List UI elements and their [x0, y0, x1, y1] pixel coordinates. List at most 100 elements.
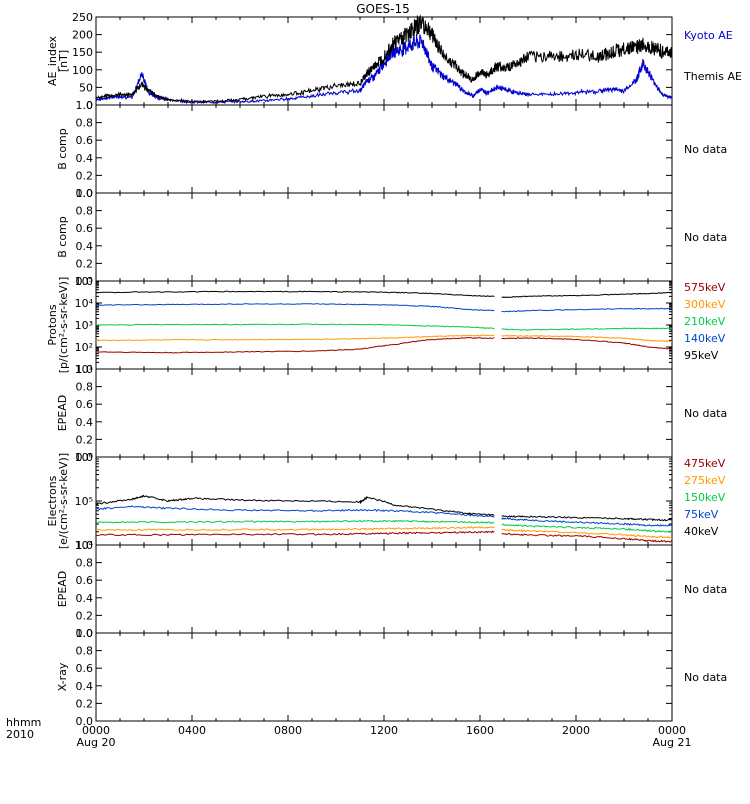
y-tick-label: 0.6: [76, 574, 94, 587]
y-tick-label: 50: [79, 81, 93, 94]
y-tick-label: 0.0: [76, 627, 94, 640]
y-tick-label: 10⁴: [75, 297, 94, 310]
series-line-75kev: [501, 517, 673, 527]
legend-entry: 575keV: [684, 281, 726, 294]
legend-entry: 75keV: [684, 508, 719, 521]
panel-4: 0.0 0.2 0.4 0.6 0.8 1.0 EPEAD No data: [56, 363, 727, 464]
y-tick-label: 1.0: [76, 99, 94, 112]
y-axis-label: EPEAD: [56, 395, 69, 432]
panel-3: 10¹ 10² 10³ 10⁴ 10⁵ Protons[p/(cm²-s-sr-keV)]…: [46, 275, 726, 376]
panel-5: 10⁴ 10⁵ 10⁶ Electrons[e/(cm²-s-sr-keV)] 475k…: [46, 451, 726, 552]
y-tick-label: 100: [72, 64, 93, 77]
y-tick-label: 0.2: [76, 609, 94, 622]
legend-entry: 140keV: [684, 332, 726, 345]
y-tick-label: 0.8: [76, 117, 94, 130]
y-tick-label: 150: [72, 46, 93, 59]
series-line-300kev: [501, 334, 673, 342]
y-tick-label: 0.4: [76, 416, 94, 429]
chart-title: GOES-15: [356, 2, 410, 16]
y-tick-label: 1.0: [76, 363, 94, 376]
status-no-data: No data: [684, 671, 727, 684]
y-tick-label: 10¹: [75, 363, 93, 376]
series-line-140kev: [501, 307, 673, 313]
series-line-210kev: [95, 323, 495, 330]
y-tick-label: 0.8: [76, 645, 94, 658]
y-tick-label: 0.2: [76, 169, 94, 182]
panel-frame: [95, 368, 673, 458]
y-tick-label: 10⁶: [75, 451, 94, 464]
y-tick-label: 0.4: [76, 240, 94, 253]
panel-frame: [95, 104, 673, 194]
series-line-40kev: [95, 494, 495, 517]
y-tick-label: 0.2: [76, 433, 94, 446]
y-tick-label: 10⁵: [75, 495, 93, 508]
y-tick-label: 0.4: [76, 592, 94, 605]
series-line-140kev: [95, 303, 495, 312]
legend-entry: Themis AE: [683, 70, 742, 83]
y-tick-label: 200: [72, 29, 93, 42]
y-tick-label: 1.0: [76, 627, 94, 640]
y-tick-label: 0.2: [76, 257, 94, 270]
x-axis-row2-label: 2010: [6, 728, 34, 741]
y-axis-label: B comp: [56, 128, 69, 170]
x-tick-label: 0000: [82, 724, 110, 737]
y-tick-label: 1.0: [76, 539, 94, 552]
y-tick-label: 0.4: [76, 680, 94, 693]
y-axis-label: [p/(cm²-s-sr-keV)]: [57, 277, 70, 374]
legend-entry: 40keV: [684, 525, 719, 538]
y-tick-label: 0.0: [76, 275, 94, 288]
series-line-kyoto-ae: [95, 34, 673, 105]
x-tick-date-label: Aug 21: [653, 736, 692, 749]
series-line-300kev: [95, 334, 495, 342]
series-line-475kev: [501, 532, 673, 543]
x-tick-label: 0400: [178, 724, 206, 737]
y-tick-label: 10²: [75, 341, 93, 354]
y-tick-label: 0.8: [76, 381, 94, 394]
status-no-data: No data: [684, 407, 727, 420]
legend-entry: 150keV: [684, 491, 726, 504]
y-tick-label: 10⁵: [75, 275, 93, 288]
panel-frame: [95, 632, 673, 722]
y-tick-label: 0.6: [76, 662, 94, 675]
panel-frame: [95, 192, 673, 282]
series-line-40kev: [501, 515, 673, 522]
panel-1: 0.0 0.2 0.4 0.6 0.8 1.0 B comp No data: [56, 99, 727, 200]
series-line-210kev: [501, 327, 672, 331]
x-axis-row1-label: hhmm: [6, 716, 41, 729]
y-tick-label: 0.6: [76, 398, 94, 411]
series-line-275kev: [95, 526, 495, 532]
series-line-275kev: [501, 528, 673, 539]
y-tick-label: 0.8: [76, 205, 94, 218]
panel-2: 0.0 0.2 0.4 0.6 0.8 1.0 B comp No data: [56, 187, 727, 288]
x-tick-label: 0800: [274, 724, 302, 737]
y-axis-label: AE_index: [46, 35, 59, 86]
series-line-95kev: [96, 290, 495, 298]
x-tick-label: 1600: [466, 724, 494, 737]
status-no-data: No data: [684, 231, 727, 244]
x-tick-label: 1200: [370, 724, 398, 737]
y-tick-label: 10⁴: [75, 539, 94, 552]
panel-7: 0.0 0.2 0.4 0.6 0.8 1.0 X-ray No data: [56, 627, 727, 728]
series-line-themis-ae: [95, 14, 673, 104]
series-line-95kev: [501, 291, 673, 299]
series-line-575kev: [501, 337, 673, 350]
x-tick-date-label: Aug 20: [77, 736, 116, 749]
y-axis-label: Protons: [46, 304, 59, 345]
y-tick-label: 250: [72, 11, 93, 24]
legend-entry: 300keV: [684, 298, 726, 311]
series-line-575kev: [95, 336, 495, 354]
status-no-data: No data: [684, 583, 727, 596]
y-axis-label: B comp: [56, 216, 69, 258]
legend-entry: 475keV: [684, 457, 726, 470]
series-line-475kev: [95, 530, 495, 537]
y-tick-label: 0.2: [76, 697, 94, 710]
y-tick-label: 10³: [75, 319, 93, 332]
y-tick-label: 0.0: [76, 715, 94, 728]
y-tick-label: 0.6: [76, 134, 94, 147]
legend-entry: 275keV: [684, 474, 726, 487]
series-line-150kev: [501, 523, 672, 533]
y-axis-label: X-ray: [56, 662, 69, 691]
y-tick-label: 0.0: [76, 451, 94, 464]
